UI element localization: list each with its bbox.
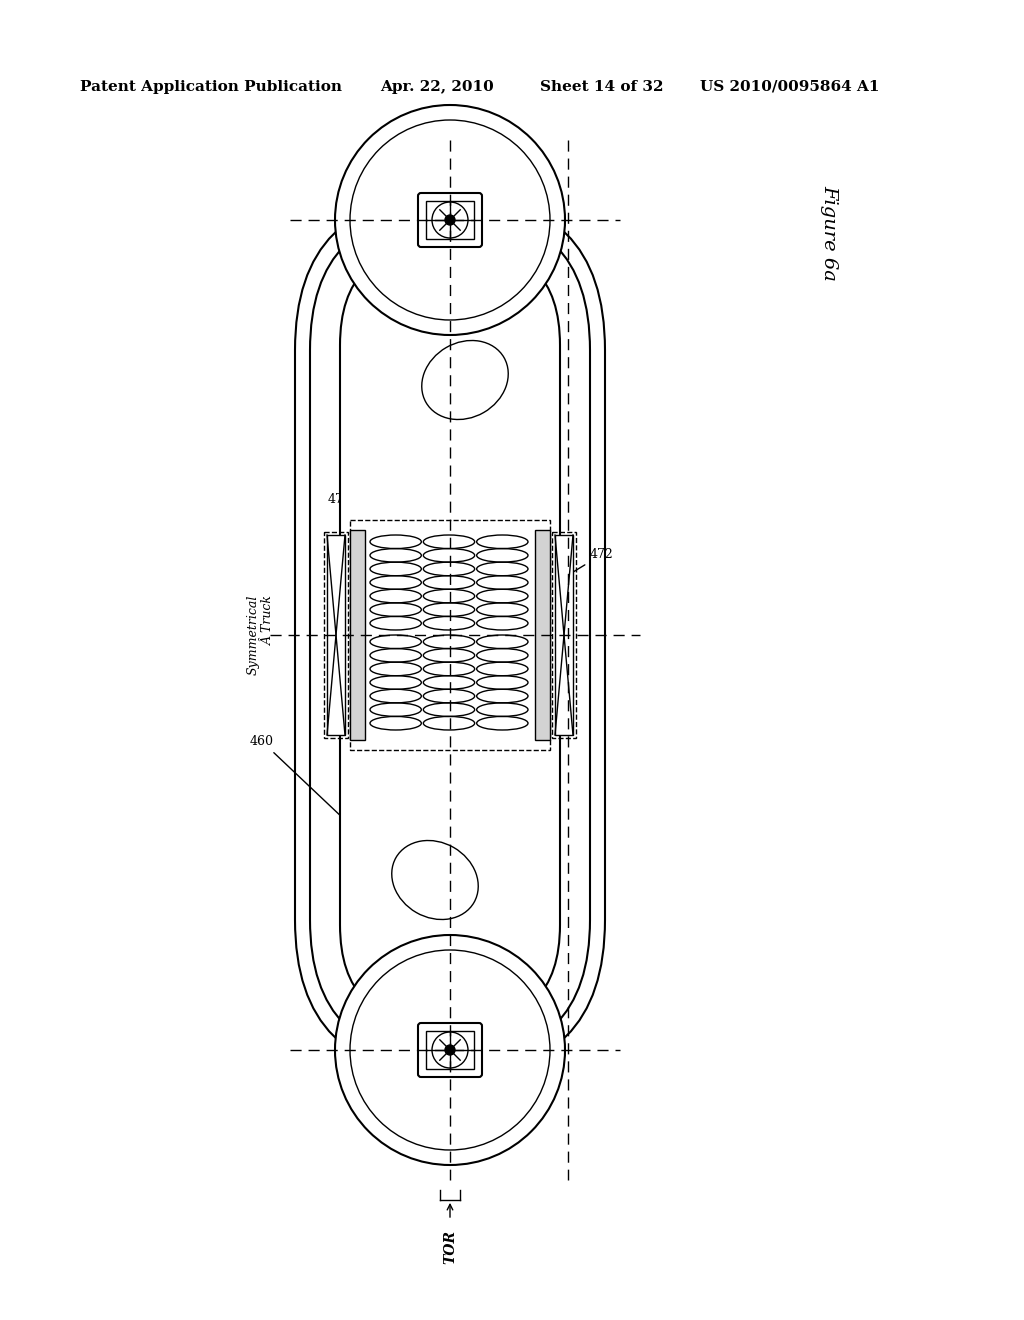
Text: 466: 466	[345, 657, 369, 677]
Circle shape	[335, 935, 565, 1166]
FancyBboxPatch shape	[295, 195, 605, 1074]
Text: 470: 470	[328, 671, 358, 693]
Bar	[324, 532, 348, 738]
Text: Symmetrical
Â Truck: Symmetrical Â Truck	[247, 595, 275, 676]
Text: US 2010/0095864 A1: US 2010/0095864 A1	[700, 81, 880, 94]
Circle shape	[432, 1032, 468, 1068]
Ellipse shape	[422, 341, 508, 420]
Bar	[552, 532, 575, 738]
Circle shape	[350, 950, 550, 1150]
Bar	[535, 531, 550, 741]
Text: TOR: TOR	[443, 1230, 457, 1265]
Ellipse shape	[392, 841, 478, 920]
Circle shape	[445, 1045, 455, 1055]
FancyBboxPatch shape	[418, 193, 482, 247]
Bar	[426, 1031, 474, 1069]
Circle shape	[335, 106, 565, 335]
Text: 472: 472	[562, 548, 613, 578]
Circle shape	[445, 215, 455, 224]
Text: 464: 464	[345, 438, 392, 469]
Circle shape	[432, 202, 468, 238]
FancyBboxPatch shape	[340, 246, 560, 1026]
Circle shape	[350, 120, 550, 319]
Bar	[555, 535, 573, 735]
Text: 460: 460	[250, 735, 343, 818]
Text: Apr. 22, 2010: Apr. 22, 2010	[380, 81, 494, 94]
Text: Figure 6a: Figure 6a	[820, 185, 838, 281]
Text: Sheet 14 of 32: Sheet 14 of 32	[540, 81, 664, 94]
Bar	[327, 535, 345, 735]
Text: 466: 466	[348, 478, 379, 517]
FancyBboxPatch shape	[418, 1023, 482, 1077]
Bar	[350, 531, 365, 741]
Bar	[426, 201, 474, 239]
FancyBboxPatch shape	[310, 210, 590, 1060]
Bar	[350, 520, 550, 750]
Text: 470: 470	[328, 492, 358, 532]
Text: Patent Application Publication: Patent Application Publication	[80, 81, 342, 94]
